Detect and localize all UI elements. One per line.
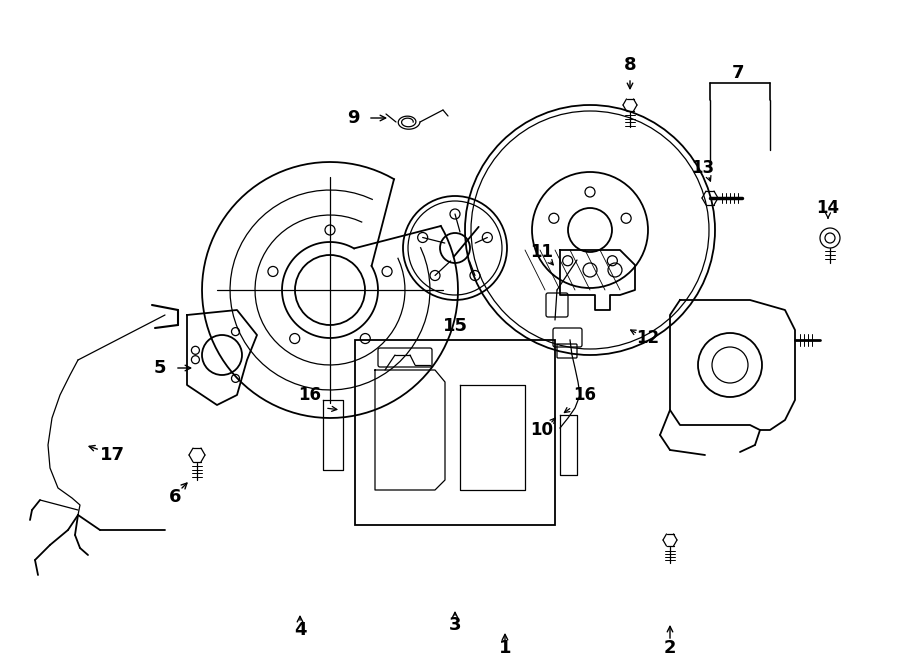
Text: 16: 16 [299,386,321,404]
Text: 2: 2 [664,639,676,657]
Text: 15: 15 [443,317,467,335]
Bar [355,340,555,525]
Text: 7: 7 [732,64,744,82]
Text: 10: 10 [530,421,554,439]
Text: 5: 5 [154,359,166,377]
Text: 12: 12 [636,329,660,347]
Text: 16: 16 [573,386,597,404]
Text: 4: 4 [293,621,306,639]
Text: 6: 6 [169,488,181,506]
Text: 14: 14 [816,199,840,217]
Text: 13: 13 [691,159,715,177]
Text: 8: 8 [624,56,636,74]
Text: 1: 1 [499,639,511,657]
Text: 3: 3 [449,616,461,634]
Text: 17: 17 [100,446,124,464]
Text: 11: 11 [530,243,554,261]
Text: 9: 9 [346,109,359,127]
